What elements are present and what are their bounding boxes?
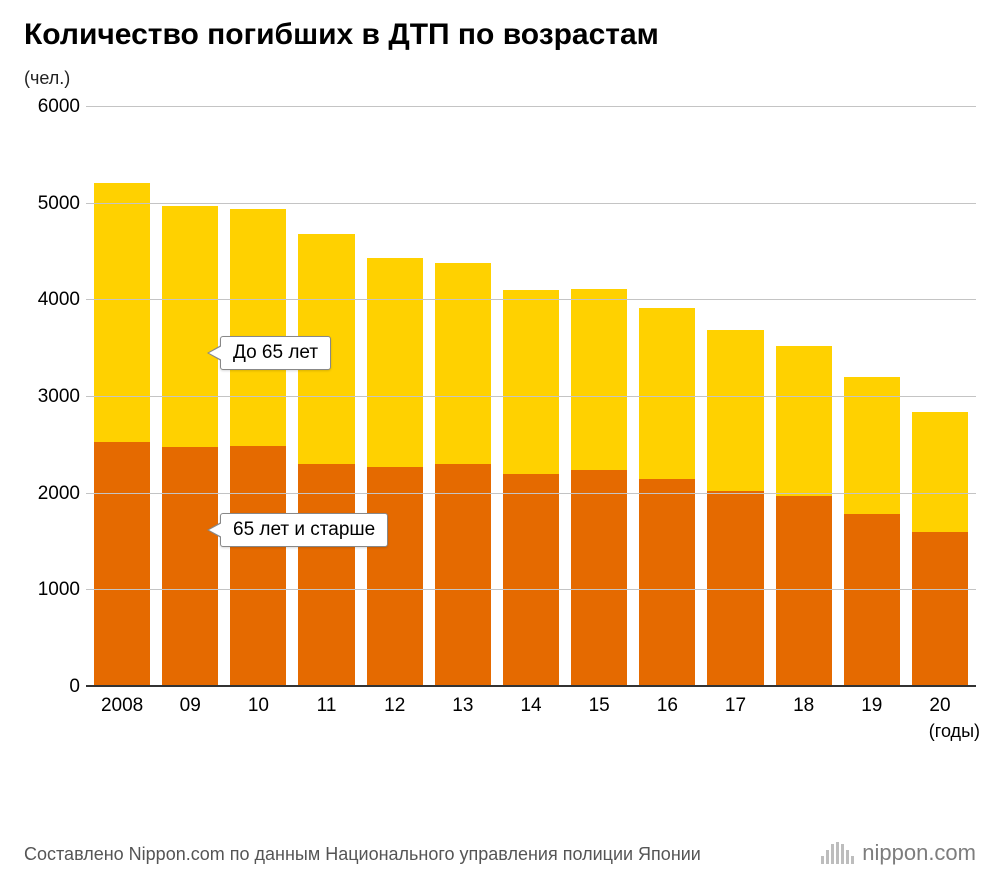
bar-segment-65-plus: [298, 464, 354, 687]
chart-title: Количество погибших в ДТП по возрастам: [24, 18, 976, 52]
bar-segment-under-65: [503, 290, 559, 475]
bar-segment-under-65: [776, 346, 832, 496]
x-tick-label: 17: [725, 695, 746, 717]
x-tick-label: 14: [520, 695, 541, 717]
bar-slot: 2008: [94, 107, 150, 687]
bar-segment-65-plus: [94, 442, 150, 687]
y-tick-label: 3000: [20, 386, 80, 408]
x-tick-label: 20: [929, 695, 950, 717]
bar-segment-65-plus: [844, 514, 900, 687]
x-axis-line: [86, 685, 976, 687]
x-tick-label: 2008: [101, 695, 143, 717]
x-tick-label: 15: [589, 695, 610, 717]
stacked-bar: [639, 308, 695, 687]
bar-segment-65-plus: [503, 474, 559, 687]
bar-segment-65-plus: [435, 464, 491, 687]
bar-segment-65-plus: [776, 496, 832, 687]
stacked-bar: [503, 290, 559, 687]
x-tick-label: 11: [317, 695, 337, 717]
grid-line: [86, 106, 976, 107]
bar-segment-65-plus: [571, 470, 627, 688]
plot-area: 2008091011121314151617181920 (годы) До 6…: [86, 107, 976, 687]
callout-65-plus: 65 лет и старше: [220, 513, 388, 547]
bar-slot: 09: [162, 107, 218, 687]
stacked-bar: [435, 263, 491, 687]
bar-slot: 20: [912, 107, 968, 687]
x-tick-label: 12: [384, 695, 405, 717]
stacked-bar: [707, 330, 763, 687]
bar-segment-under-65: [639, 308, 695, 479]
source-text: Составлено Nippon.com по данным Национал…: [24, 842, 701, 866]
stacked-bar: [162, 206, 218, 687]
bar-segment-under-65: [912, 412, 968, 532]
x-tick-label: 19: [861, 695, 882, 717]
y-tick-label: 4000: [20, 289, 80, 311]
brand-logo-icon: [821, 842, 854, 864]
callout-label: 65 лет и старше: [233, 519, 375, 540]
bar-segment-65-plus: [230, 446, 286, 687]
x-tick-label: 18: [793, 695, 814, 717]
bars-group: 2008091011121314151617181920: [86, 107, 976, 687]
stacked-bar: [844, 377, 900, 687]
bar-segment-under-65: [94, 183, 150, 442]
stacked-bar: [367, 258, 423, 687]
bar-slot: 11: [298, 107, 354, 687]
bar-segment-65-plus: [639, 479, 695, 687]
grid-line: [86, 493, 976, 494]
grid-line: [86, 589, 976, 590]
bar-segment-65-plus: [367, 467, 423, 687]
bar-slot: 17: [707, 107, 763, 687]
stacked-bar: [912, 412, 968, 687]
bar-slot: 13: [435, 107, 491, 687]
chart-container: 2008091011121314151617181920 (годы) До 6…: [24, 95, 976, 735]
grid-line: [86, 396, 976, 397]
x-tick-label: 10: [248, 695, 269, 717]
bar-slot: 14: [503, 107, 559, 687]
y-axis-label: (чел.): [24, 68, 976, 89]
x-tick-label: 16: [657, 695, 678, 717]
brand: nippon.com: [821, 840, 976, 866]
bar-segment-under-65: [707, 330, 763, 490]
bar-segment-65-plus: [162, 447, 218, 687]
bar-slot: 15: [571, 107, 627, 687]
grid-line: [86, 203, 976, 204]
stacked-bar: [94, 183, 150, 687]
grid-line: [86, 299, 976, 300]
bar-segment-under-65: [162, 206, 218, 448]
stacked-bar: [298, 234, 354, 687]
bar-slot: 19: [844, 107, 900, 687]
y-tick-label: 6000: [20, 96, 80, 118]
y-tick-label: 5000: [20, 193, 80, 215]
stacked-bar: [571, 289, 627, 687]
x-tick-label: 09: [180, 695, 201, 717]
stacked-bar: [230, 209, 286, 687]
bar-segment-under-65: [571, 289, 627, 470]
bar-slot: 10: [230, 107, 286, 687]
footer: Составлено Nippon.com по данным Национал…: [24, 840, 976, 866]
x-tick-label: 13: [452, 695, 473, 717]
bar-slot: 12: [367, 107, 423, 687]
bar-segment-under-65: [367, 258, 423, 467]
bar-segment-under-65: [435, 263, 491, 464]
y-tick-label: 1000: [20, 579, 80, 601]
x-axis-label: (годы): [929, 721, 980, 742]
y-tick-label: 0: [20, 676, 80, 698]
bar-slot: 18: [776, 107, 832, 687]
bar-segment-65-plus: [912, 532, 968, 687]
callout-under-65: До 65 лет: [220, 336, 331, 370]
bar-slot: 16: [639, 107, 695, 687]
callout-label: До 65 лет: [233, 342, 318, 363]
bar-segment-under-65: [230, 209, 286, 447]
y-tick-label: 2000: [20, 483, 80, 505]
brand-text: nippon.com: [862, 840, 976, 866]
